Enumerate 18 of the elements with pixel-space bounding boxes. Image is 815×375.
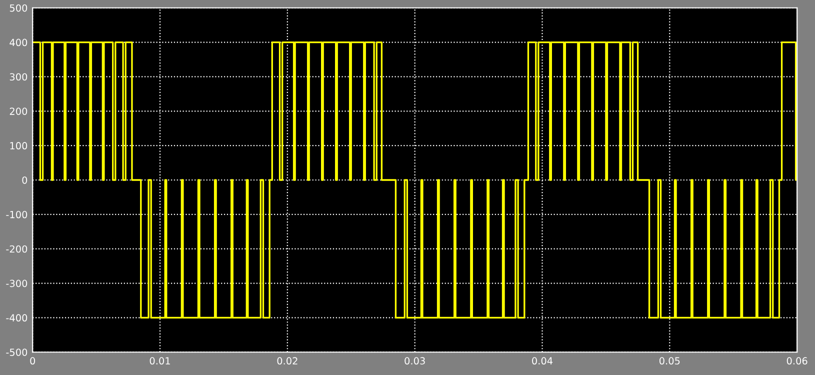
y-tick-label: -100 bbox=[6, 210, 28, 218]
y-tick-label: 0 bbox=[22, 176, 28, 184]
y-tick-label: 400 bbox=[10, 38, 28, 46]
x-tick-label: 0.02 bbox=[277, 357, 298, 365]
x-tick-label: 0.04 bbox=[532, 357, 553, 365]
x-tick-label: 0.05 bbox=[659, 357, 680, 365]
y-tick-label: 200 bbox=[10, 108, 28, 115]
y-tick-label: -200 bbox=[6, 245, 28, 253]
x-tick-label: 0.06 bbox=[786, 357, 808, 365]
x-tick-label: 0 bbox=[30, 357, 36, 365]
x-tick-label: 0.03 bbox=[404, 357, 425, 365]
y-tick-label: -500 bbox=[6, 348, 28, 356]
y-tick-label: 300 bbox=[10, 73, 28, 81]
x-tick-label: 0.01 bbox=[150, 357, 170, 365]
y-tick-label: 100 bbox=[10, 142, 28, 150]
y-tick-label: -300 bbox=[6, 280, 28, 288]
y-tick-label: 500 bbox=[10, 4, 28, 12]
y-tick-label: -400 bbox=[6, 314, 28, 322]
